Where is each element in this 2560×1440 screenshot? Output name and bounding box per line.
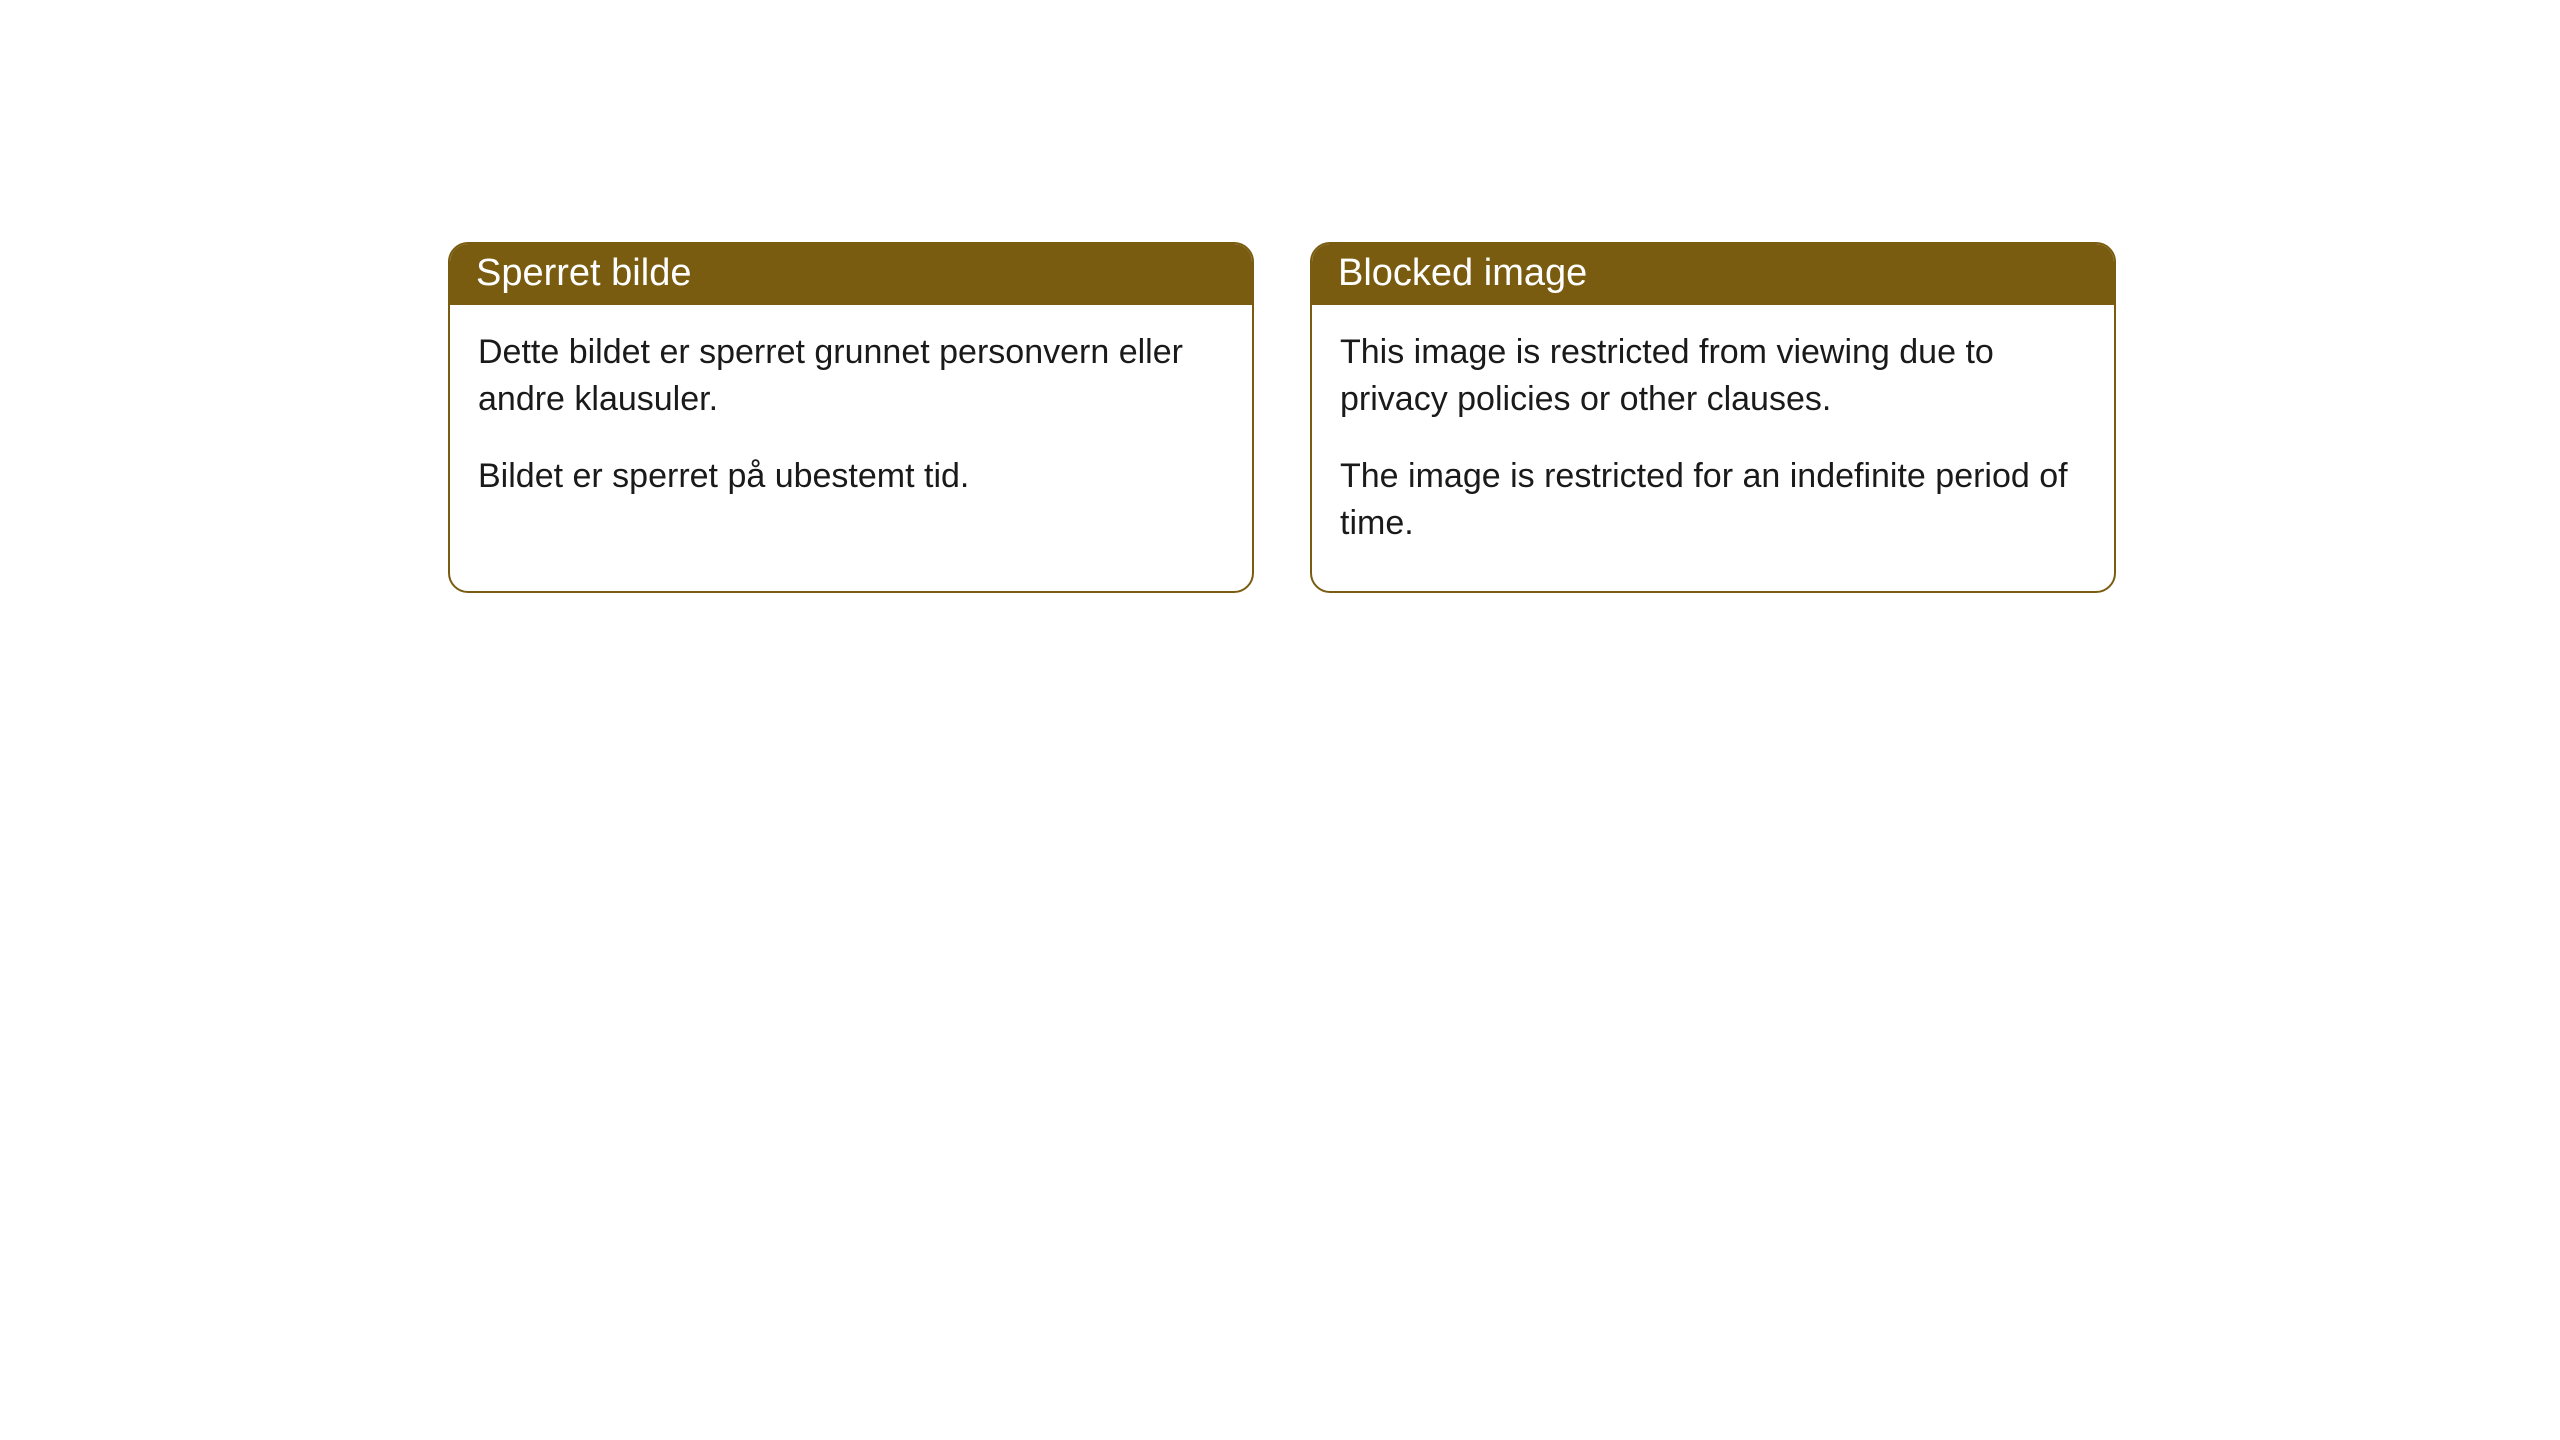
notice-paragraph: This image is restricted from viewing du…: [1340, 329, 2086, 423]
notice-paragraph: Dette bildet er sperret grunnet personve…: [478, 329, 1224, 423]
notice-title: Blocked image: [1312, 244, 2114, 305]
notice-paragraph: Bildet er sperret på ubestemt tid.: [478, 453, 1224, 500]
notice-body: Dette bildet er sperret grunnet personve…: [450, 305, 1252, 544]
notice-container: Sperret bilde Dette bildet er sperret gr…: [0, 0, 2560, 593]
notice-paragraph: The image is restricted for an indefinit…: [1340, 453, 2086, 547]
notice-body: This image is restricted from viewing du…: [1312, 305, 2114, 591]
notice-card-english: Blocked image This image is restricted f…: [1310, 242, 2116, 593]
notice-card-norwegian: Sperret bilde Dette bildet er sperret gr…: [448, 242, 1254, 593]
notice-title: Sperret bilde: [450, 244, 1252, 305]
